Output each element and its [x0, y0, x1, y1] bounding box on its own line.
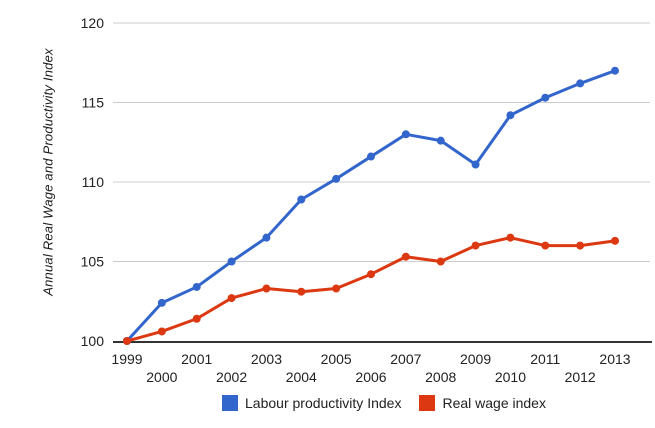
data-point-0-2005 [332, 174, 341, 183]
data-point-0-2012 [576, 79, 585, 88]
data-point-0-2004 [297, 195, 306, 204]
x-tick-label: 2013 [599, 351, 630, 367]
data-point-1-2004 [297, 287, 306, 296]
x-tick-label: 2010 [495, 369, 526, 385]
line-chart: 1001051101151201999200020012002200320042… [81, 15, 652, 385]
data-point-1-2008 [436, 257, 445, 266]
data-point-0-2000 [157, 298, 166, 307]
y-tick-label: 110 [82, 174, 105, 190]
x-tick-label: 2008 [425, 369, 456, 385]
data-point-1-2006 [367, 270, 375, 279]
legend-label-real-wage: Real wage index [442, 395, 546, 411]
data-point-0-2007 [401, 130, 410, 139]
x-tick-label: 2009 [460, 351, 491, 367]
data-point-1-2002 [227, 294, 236, 303]
data-point-0-2003 [262, 233, 271, 242]
y-tick-label: 115 [82, 95, 105, 111]
data-point-0-2006 [367, 152, 375, 161]
data-point-0-2001 [192, 282, 201, 291]
legend-item-real-wage: Real wage index [419, 395, 546, 411]
data-point-0-2009 [471, 160, 480, 169]
x-tick-label: 2000 [146, 369, 177, 385]
x-tick-label: 1999 [111, 351, 142, 367]
data-point-1-2009 [471, 241, 480, 250]
data-point-1-2010 [506, 233, 515, 242]
data-point-1-2013 [611, 236, 619, 245]
x-tick-label: 2012 [565, 369, 596, 385]
x-tick-label: 2002 [216, 369, 247, 385]
x-tick-label: 2005 [321, 351, 352, 367]
data-point-1-2001 [192, 314, 201, 323]
data-point-0-2011 [541, 93, 550, 102]
x-tick-label: 2011 [530, 351, 560, 367]
legend: Labour productivity Index Real wage inde… [113, 395, 655, 411]
data-point-0-2010 [506, 111, 515, 120]
x-tick-label: 2007 [390, 351, 421, 367]
series-line-1 [125, 236, 617, 343]
series-line-0 [125, 69, 617, 343]
data-point-0-2008 [436, 136, 445, 145]
x-tick-label: 2006 [355, 369, 386, 385]
x-tick-label: 2004 [286, 369, 317, 385]
y-tick-label: 120 [81, 15, 105, 31]
data-point-0-2013 [611, 66, 619, 75]
legend-swatch-labour-productivity-icon [222, 395, 239, 411]
data-point-1-2011 [541, 241, 550, 250]
y-tick-label: 105 [81, 254, 105, 270]
legend-item-labour-productivity: Labour productivity Index [222, 395, 401, 411]
data-point-1-2007 [401, 252, 410, 261]
data-point-0-2002 [227, 257, 236, 266]
x-tick-label: 2003 [251, 351, 282, 367]
legend-swatch-real-wage-icon [419, 395, 436, 411]
data-point-1-2000 [157, 327, 166, 336]
y-tick-label: 100 [81, 333, 105, 349]
legend-label-labour-productivity: Labour productivity Index [245, 395, 402, 411]
data-point-1-2012 [576, 241, 585, 250]
data-point-1-2005 [332, 284, 341, 293]
data-point-1-1999 [123, 337, 131, 345]
data-point-1-2003 [262, 284, 271, 293]
x-tick-label: 2001 [181, 351, 212, 367]
